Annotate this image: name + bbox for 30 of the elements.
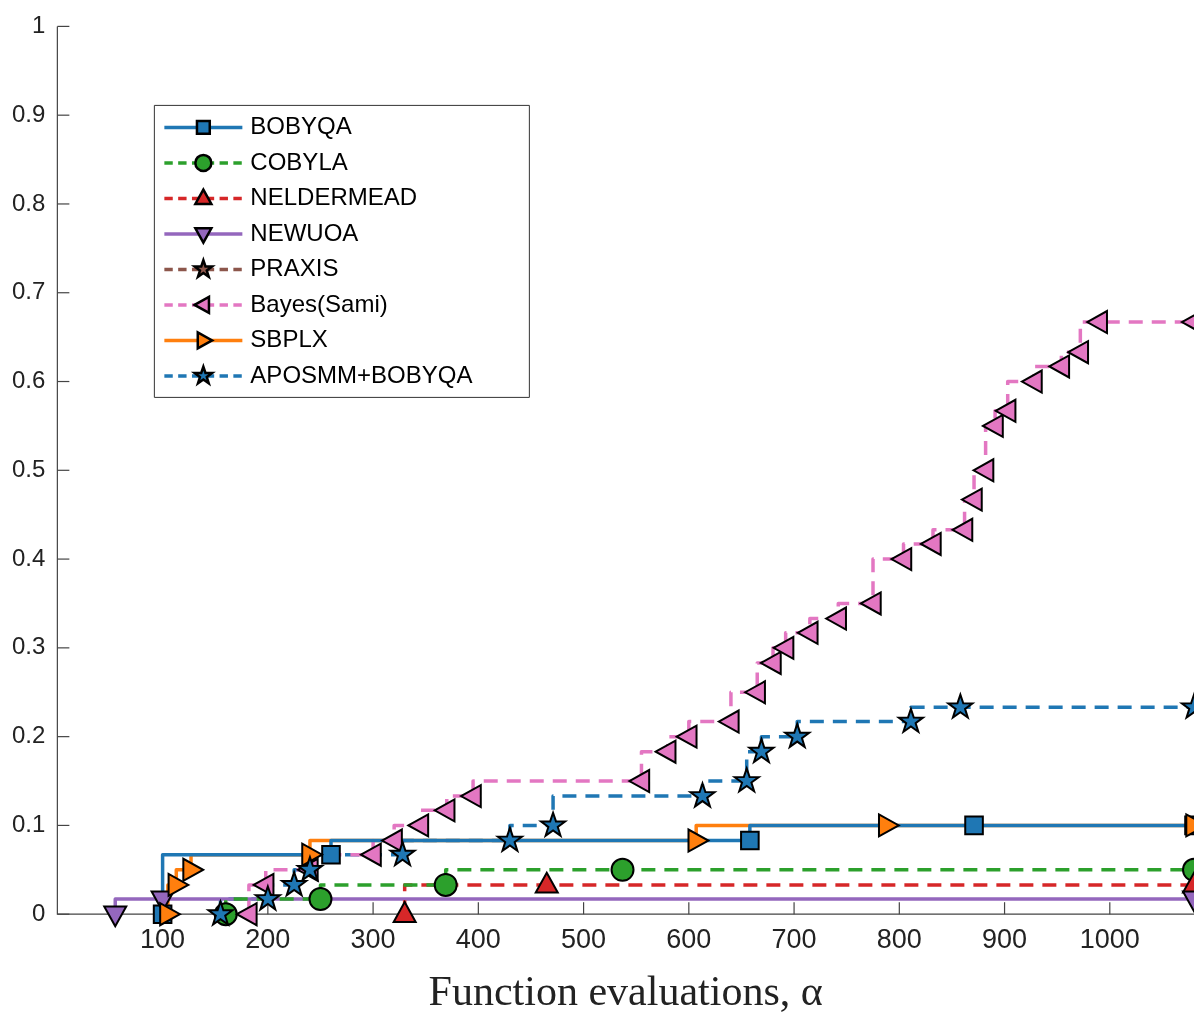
x-tick-label: 100 [140,923,186,954]
legend-label: NEWUOA [250,218,359,246]
x-tick-label: 800 [876,923,922,954]
y-tick-label: 1 [32,11,46,39]
x-axis-title: Function evaluations, α [428,967,823,1014]
x-tick-label: 700 [771,923,817,954]
y-tick-label: 0.8 [11,188,46,216]
x-tick-label: 900 [982,923,1028,954]
legend-label: COBYLA [250,147,348,175]
legend-label: Bayes(Sami) [250,289,388,317]
legend-label: PRAXIS [250,254,339,282]
x-tick-label: 1000 [1079,923,1140,954]
legend-label: BOBYQA [250,112,352,140]
y-tick-label: 0.3 [11,632,46,660]
y-tick-label: 0.4 [11,543,46,571]
y-tick-label: 0 [32,898,46,926]
y-tick-label: 0.2 [11,721,46,749]
x-tick-label: 200 [245,923,291,954]
x-tick-label: 600 [666,923,712,954]
y-tick-label: 0.6 [11,366,46,394]
y-tick-label: 0.5 [11,454,46,482]
legend-label: SBPLX [250,325,328,353]
y-tick-label: 0.9 [11,99,46,127]
x-tick-label: 300 [350,923,396,954]
legend-label: APOSMM+BOBYQA [250,360,473,388]
x-tick-label: 500 [561,923,607,954]
y-tick-label: 0.1 [11,810,46,838]
legend-label: NELDERMEAD [250,183,418,211]
x-tick-label: 400 [455,923,501,954]
y-tick-label: 0.7 [11,277,46,305]
